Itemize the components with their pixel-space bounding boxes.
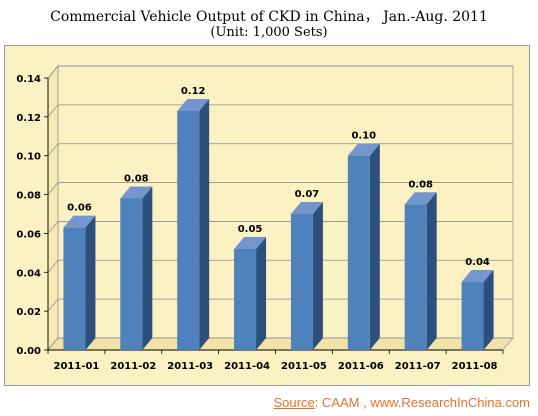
source-note: Source: CAAM , www.ResearchInChina.com <box>274 395 531 410</box>
y-tick-label: 0.00 <box>16 346 41 357</box>
bar-top <box>234 236 267 249</box>
bar-side <box>256 236 267 350</box>
bar-side <box>369 143 380 350</box>
bar <box>461 282 484 350</box>
y-tick-label: 0.08 <box>16 191 41 202</box>
y-tick-label: 0.10 <box>16 152 41 163</box>
bar-side <box>199 99 210 351</box>
data-label: 0.04 <box>465 257 490 268</box>
data-label: 0.12 <box>181 86 206 97</box>
x-tick-label: 2011-05 <box>281 361 327 372</box>
plot-side-wall <box>47 64 59 352</box>
gridline <box>47 104 513 118</box>
bar <box>234 248 257 350</box>
bar-side <box>483 270 494 350</box>
x-tick-label: 2011-06 <box>338 361 384 372</box>
bar-top <box>290 202 323 214</box>
data-label: 0.08 <box>408 179 433 190</box>
x-tick-label: 2011-07 <box>395 361 441 372</box>
bar <box>177 111 200 351</box>
data-label: 0.08 <box>124 173 149 184</box>
gridline <box>47 65 513 79</box>
chart-subtitle: (Unit: 1,000 Sets) <box>210 25 328 40</box>
bar-top <box>404 192 437 205</box>
data-label: 0.07 <box>295 189 320 200</box>
data-label: 0.05 <box>238 224 263 235</box>
bar-top <box>347 143 380 156</box>
bar-side <box>85 215 96 350</box>
data-label: 0.10 <box>351 131 376 142</box>
x-tick-label: 2011-08 <box>452 361 498 372</box>
data-label: 0.06 <box>67 203 92 214</box>
plot-floor <box>47 337 514 351</box>
bar-side <box>312 202 323 350</box>
bar-top <box>461 270 494 282</box>
bar <box>290 214 313 350</box>
bar-side <box>426 192 437 350</box>
bar-top <box>63 215 96 228</box>
y-tick-label: 0.02 <box>16 307 41 318</box>
y-tick-label: 0.12 <box>16 113 41 124</box>
x-tick-label: 2011-01 <box>53 361 99 372</box>
y-tick-label: 0.06 <box>16 229 41 240</box>
x-tick-label: 2011-03 <box>167 361 213 372</box>
x-tick-label: 2011-04 <box>224 361 270 372</box>
chart-title: Commercial Vehicle Output of CKD in Chin… <box>50 9 488 25</box>
source-text: : CAAM , www.ResearchInChina.com <box>314 395 530 410</box>
bar-top <box>120 186 153 199</box>
y-tick-label: 0.14 <box>16 74 41 85</box>
bar <box>404 204 427 350</box>
y-tick-label: 0.04 <box>16 268 41 279</box>
bar <box>347 155 370 350</box>
bar <box>63 227 86 350</box>
x-tick-label: 2011-02 <box>110 361 156 372</box>
bar-side <box>142 186 153 350</box>
bar-top <box>177 99 210 112</box>
bar <box>120 198 143 350</box>
source-label: Source <box>273 395 315 410</box>
